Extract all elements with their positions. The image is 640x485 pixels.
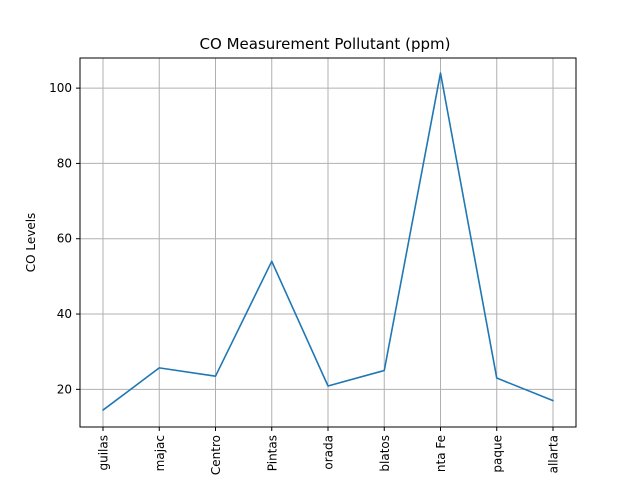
- data-point: [215, 375, 217, 377]
- data-point: [158, 367, 160, 369]
- data-point: [440, 72, 442, 74]
- data-point: [383, 370, 385, 372]
- series-layer: [102, 72, 554, 411]
- x-tick-label: Centro: [209, 435, 223, 475]
- x-tick-label: majac: [153, 435, 167, 471]
- y-tick-label: 100: [49, 81, 72, 95]
- data-point: [327, 385, 329, 387]
- x-tick-label: blatos: [378, 435, 392, 472]
- series-line: [102, 72, 554, 411]
- x-tick-label: paque: [490, 435, 504, 473]
- x-tick-label: guilas: [97, 435, 111, 471]
- ticks: guilas majac Centro Pintas orada blatos nta Fe…: [49, 81, 560, 475]
- data-point: [271, 261, 273, 263]
- x-tick-label: nta Fe: [434, 435, 448, 472]
- y-tick-label: 60: [57, 232, 72, 246]
- grid: [80, 58, 576, 427]
- x-tick-label: orada: [322, 435, 336, 470]
- y-tick-label: 40: [57, 307, 72, 321]
- y-axis-label: CO Levels: [24, 213, 38, 273]
- data-point: [552, 400, 554, 402]
- data-point: [102, 409, 104, 411]
- chart-title: CO Measurement Pollutant (ppm): [200, 35, 451, 53]
- x-tick-label: allarta: [547, 435, 561, 473]
- x-tick-label: Pintas: [265, 435, 279, 471]
- data-point: [496, 377, 498, 379]
- y-tick-label: 20: [57, 382, 72, 396]
- y-tick-label: 80: [57, 156, 72, 170]
